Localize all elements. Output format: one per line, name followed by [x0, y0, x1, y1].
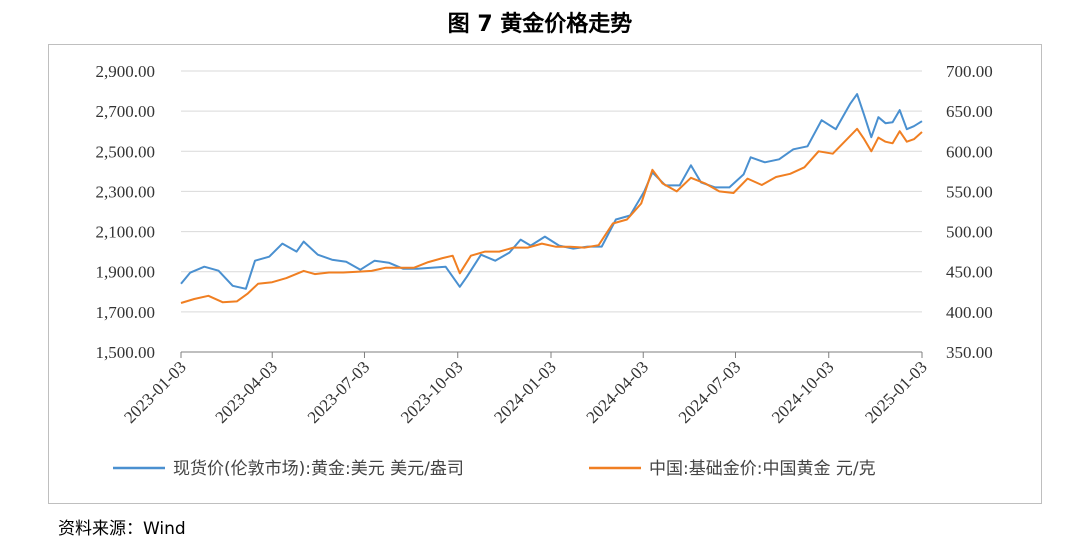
y-right-tick-label: 500.00 [946, 223, 993, 242]
legend-label: 中国:基础金价:中国黄金 元/克 [649, 459, 876, 479]
y-right-tick-label: 400.00 [946, 303, 993, 322]
y-left-tick-label: 1,500.00 [96, 343, 156, 362]
y-right-tick-label: 550.00 [946, 182, 993, 201]
left-axis: 1,500.00 1,700.00 1,900.00 2,100.00 2,300.00… [96, 62, 156, 362]
chart-frame: 1,500.00 1,700.00 1,900.00 2,100.00 2,300.00… [48, 44, 1042, 504]
x-tick-label: 2024-04-03 [583, 357, 653, 427]
legend-label: 现货价(伦敦市场):黄金:美元 美元/盎司 [173, 459, 464, 479]
y-right-tick-label: 350.00 [946, 343, 993, 362]
legend: 现货价(伦敦市场):黄金:美元 美元/盎司 中国:基础金价:中国黄金 元/克 [113, 459, 876, 479]
chart-svg: 1,500.00 1,700.00 1,900.00 2,100.00 2,300.00… [96, 62, 993, 479]
x-tick-label: 2023-07-03 [304, 357, 374, 427]
y-left-tick-label: 1,700.00 [96, 303, 156, 322]
x-tick-label: 2023-10-03 [397, 357, 467, 427]
source-note: 资料来源：Wind [58, 519, 186, 539]
series-line-china-cny [180, 127, 923, 304]
x-tick-label: 2025-01-03 [861, 357, 931, 427]
y-left-tick-label: 2,700.00 [96, 102, 156, 121]
x-tick-label: 2024-10-03 [768, 357, 838, 427]
y-right-tick-label: 650.00 [946, 102, 993, 121]
x-tick-label: 2024-01-03 [490, 357, 560, 427]
x-tick-label: 2024-07-03 [675, 357, 745, 427]
x-tick-label: 2023-01-03 [120, 357, 190, 427]
y-left-tick-label: 2,100.00 [96, 223, 156, 242]
y-right-tick-label: 450.00 [946, 263, 993, 282]
y-left-tick-label: 2,300.00 [96, 182, 156, 201]
y-right-tick-label: 700.00 [946, 62, 993, 81]
right-axis: 350.00 400.00 450.00 500.00 550.00 600.00 650.… [946, 62, 993, 362]
series-lines [180, 93, 923, 304]
y-left-tick-label: 2,900.00 [96, 62, 156, 81]
chart-title: 图 7 黄金价格走势 [447, 12, 633, 37]
x-axis: 2023-01-03 2023-04-03 2023-07-03 2023-10-03… [120, 351, 931, 427]
x-tick-label: 2023-04-03 [212, 357, 282, 427]
y-left-tick-label: 2,500.00 [96, 142, 156, 161]
y-right-tick-label: 600.00 [946, 142, 993, 161]
y-left-tick-label: 1,900.00 [96, 263, 156, 282]
